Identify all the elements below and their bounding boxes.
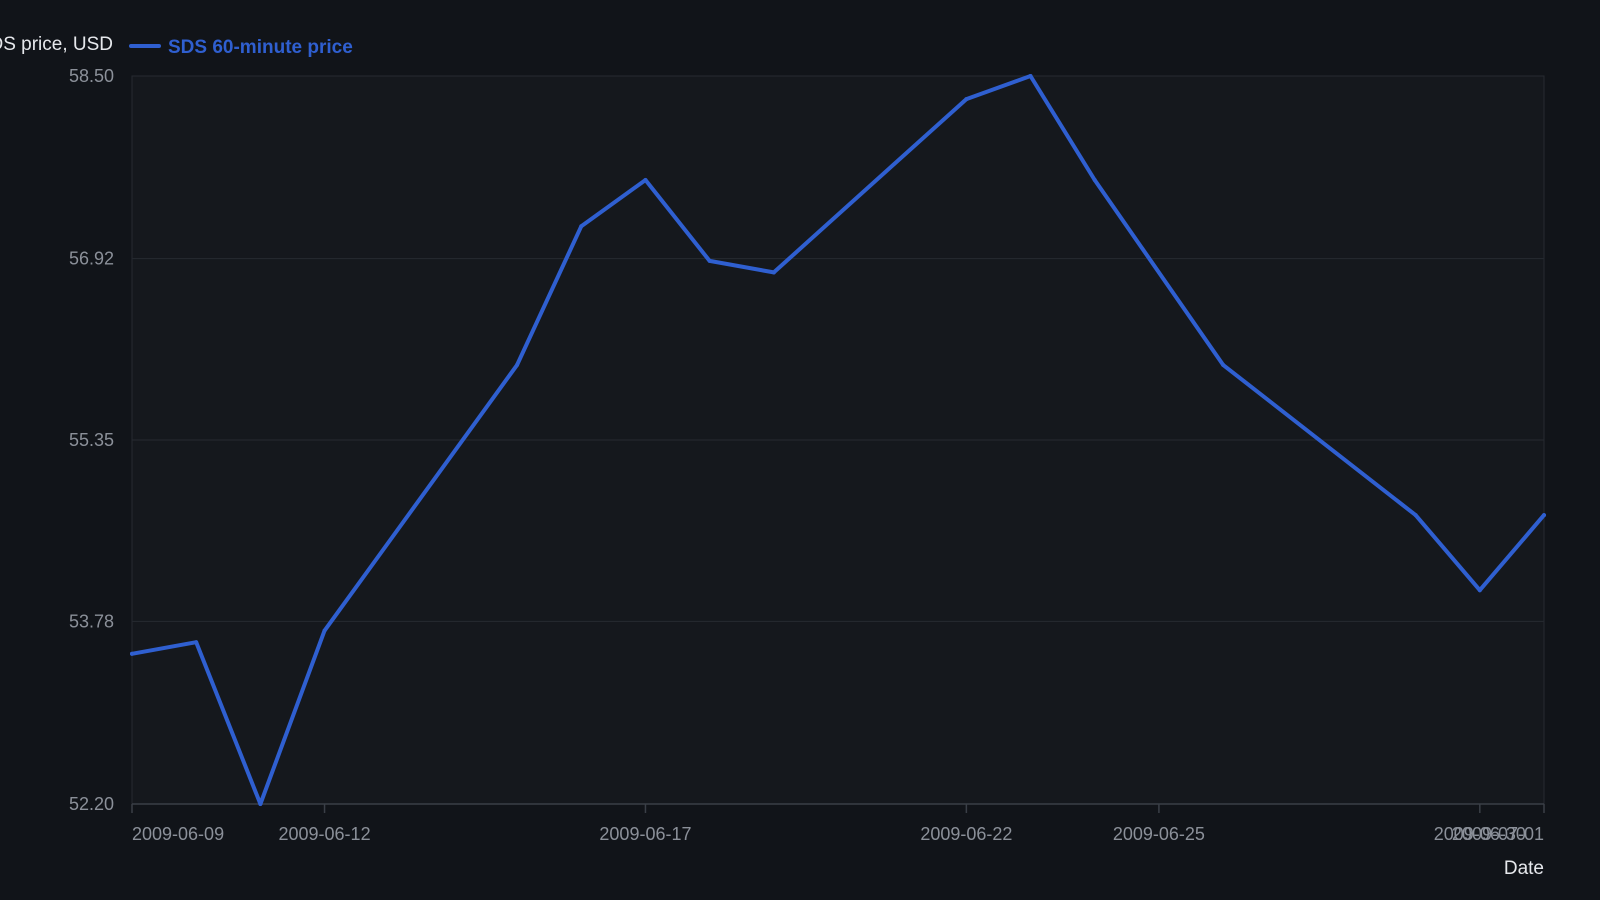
legend: SDS price, USD SDS 60-minute price xyxy=(0,34,353,58)
data-point xyxy=(771,270,776,275)
data-point xyxy=(643,178,648,182)
x-tick-label: 2009-06-12 xyxy=(279,824,371,844)
data-point xyxy=(258,802,263,806)
data-point xyxy=(515,362,520,367)
x-tick-label: 2009-06-17 xyxy=(599,824,691,844)
x-tick-label: 2009-07-01 xyxy=(1452,824,1544,844)
y-tick-label: 52.20 xyxy=(69,794,114,814)
data-point xyxy=(1092,178,1097,182)
data-point xyxy=(1413,513,1418,518)
data-point xyxy=(130,651,134,656)
x-tick-label: 2009-06-22 xyxy=(920,824,1012,844)
y-tick-label: 56.92 xyxy=(69,249,114,269)
x-axis-title: Date xyxy=(1504,858,1544,879)
data-point xyxy=(1221,362,1226,367)
y-axis-title: SDS price, USD xyxy=(0,34,113,55)
x-tick-label: 2009-06-09 xyxy=(132,824,224,844)
series-line-sds xyxy=(130,74,1546,806)
data-point xyxy=(1542,513,1546,518)
data-point xyxy=(707,258,712,263)
x-tick-label: 2009-06-25 xyxy=(1113,824,1205,844)
x-axis-ticks: 2009-06-09 2009-06-12 2009-06-17 2009-06-22… xyxy=(131,804,1545,844)
data-point xyxy=(579,224,584,229)
y-tick-label: 55.35 xyxy=(69,430,114,450)
y-grid-lines xyxy=(132,75,1544,622)
y-tick-label: 58.50 xyxy=(69,66,114,86)
data-point xyxy=(322,628,327,633)
y-axis-ticks: 52.20 53.78 55.35 56.92 58.50 xyxy=(69,66,114,814)
series-layer xyxy=(130,74,1546,806)
data-point xyxy=(964,97,969,102)
data-point xyxy=(1477,588,1482,593)
data-point xyxy=(1028,74,1033,78)
data-point xyxy=(194,640,199,645)
legend-entry-sds: SDS 60-minute price xyxy=(168,37,353,58)
y-tick-label: 53.78 xyxy=(69,611,114,631)
x-tick-label: 2009-06-30 xyxy=(1434,824,1526,844)
